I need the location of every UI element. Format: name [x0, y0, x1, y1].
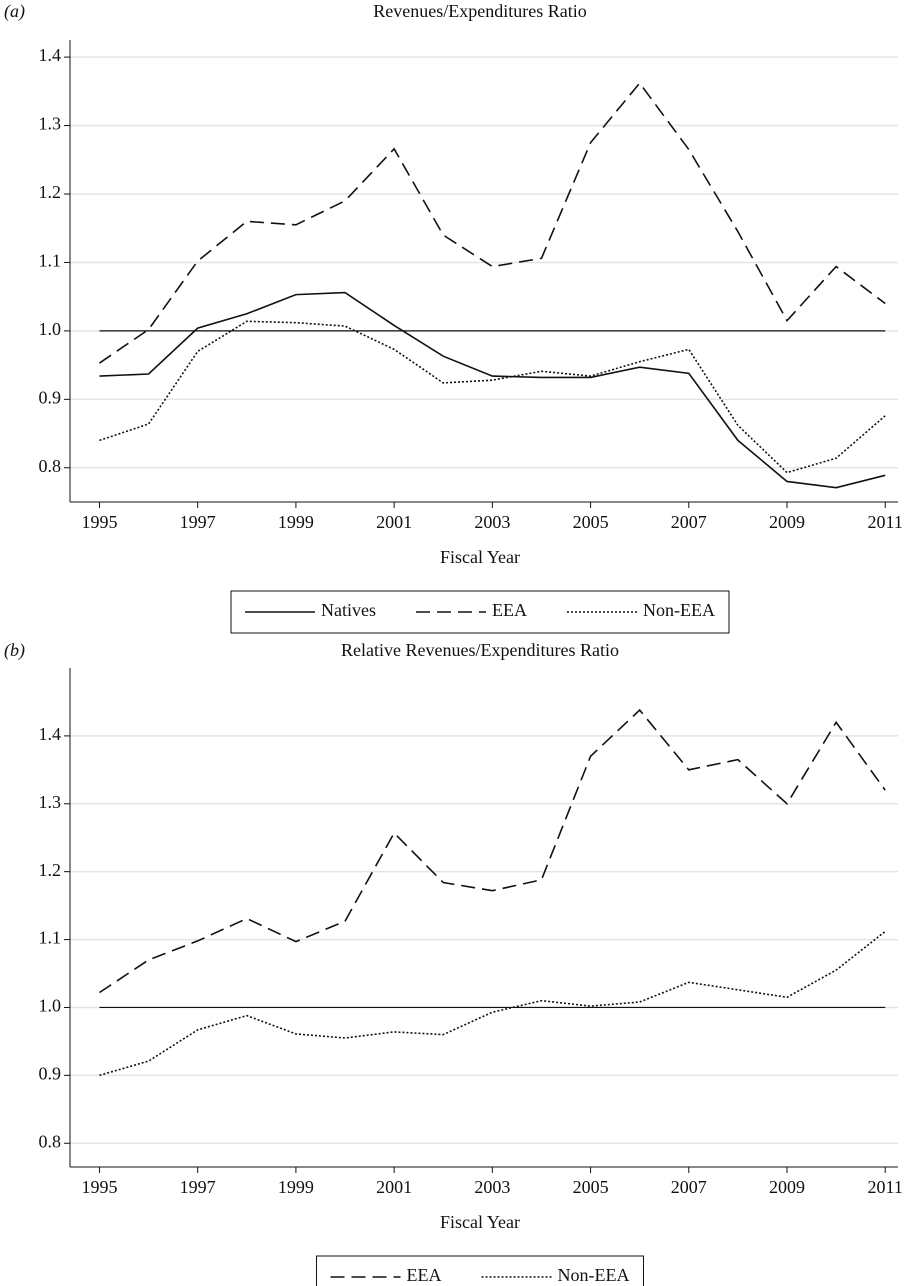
- legend: EEA Non-EEA: [316, 1255, 644, 1286]
- legend: Natives EEA Non-EEA: [230, 590, 730, 634]
- x-tick-label: 2003: [474, 512, 510, 532]
- x-tick-label: 2003: [474, 1177, 510, 1197]
- legend-label: Non-EEA: [643, 600, 715, 620]
- y-tick-label: 0.8: [39, 1131, 62, 1151]
- x-tick-label: 2005: [573, 1177, 609, 1197]
- series-line: [99, 708, 886, 994]
- y-tick-label: 1.4: [39, 45, 62, 65]
- y-tick-label: 1.0: [39, 319, 62, 339]
- x-tick-label: 2001: [376, 1177, 412, 1197]
- y-tick-label: 1.4: [39, 724, 62, 744]
- x-tick-label: 1995: [81, 1177, 117, 1197]
- legend-box: [316, 1255, 644, 1286]
- y-tick-label: 1.2: [39, 182, 62, 202]
- y-tick-label: 1.3: [39, 114, 62, 134]
- x-tick-label: 2005: [573, 512, 609, 532]
- legend-label: EEA: [492, 600, 527, 620]
- y-tick-label: 0.9: [39, 1063, 62, 1083]
- x-tick-label: 2007: [671, 1177, 707, 1197]
- x-tick-label: 1997: [180, 1177, 216, 1197]
- series-line: [99, 291, 886, 489]
- x-axis-label: Fiscal Year: [440, 547, 520, 567]
- x-tick-label: 2001: [376, 512, 412, 532]
- y-tick-label: 0.9: [39, 387, 62, 407]
- x-axis-label: Fiscal Year: [440, 1212, 520, 1232]
- series-line: [99, 930, 886, 1077]
- x-tick-label: 2009: [769, 1177, 805, 1197]
- x-tick-label: 1999: [278, 512, 314, 532]
- y-tick-label: 1.2: [39, 860, 62, 880]
- series-line: [99, 320, 886, 474]
- x-tick-label: 1997: [180, 512, 216, 532]
- panel-label: (a): [4, 1, 25, 22]
- chart-title: Revenues/Expenditures Ratio: [373, 1, 586, 21]
- y-tick-label: 1.1: [39, 928, 62, 948]
- chart-title: Relative Revenues/Expenditures Ratio: [341, 640, 619, 660]
- y-tick-label: 1.1: [39, 251, 62, 271]
- legend-box: [230, 590, 730, 634]
- y-tick-label: 1.0: [39, 996, 62, 1016]
- panel-label: (b): [4, 640, 25, 661]
- x-tick-label: 2011: [868, 1177, 903, 1197]
- y-tick-label: 1.3: [39, 792, 62, 812]
- x-tick-label: 2007: [671, 512, 707, 532]
- legend-label: Natives: [321, 600, 376, 620]
- x-tick-label: 1999: [278, 1177, 314, 1197]
- x-tick-label: 2009: [769, 512, 805, 532]
- legend-label: Non-EEA: [558, 1265, 630, 1285]
- x-tick-label: 2011: [868, 512, 903, 532]
- legend-label: EEA: [407, 1265, 442, 1285]
- y-tick-label: 0.8: [39, 456, 62, 476]
- x-tick-label: 1995: [81, 512, 117, 532]
